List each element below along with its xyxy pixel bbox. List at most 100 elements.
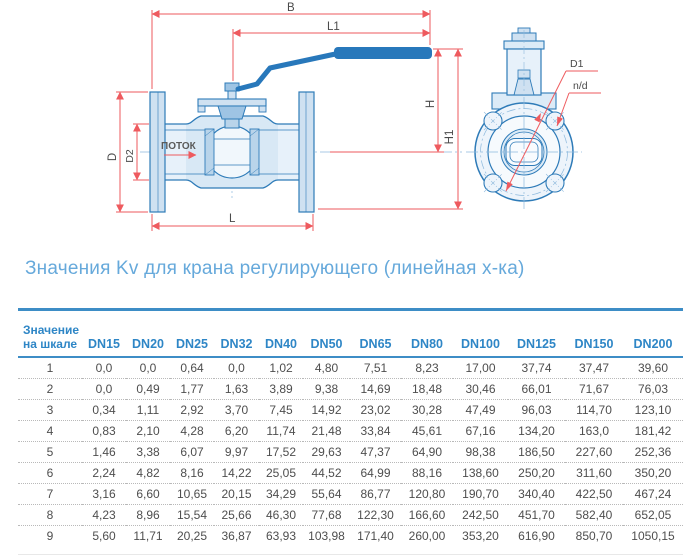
kv-value: 2,92 — [170, 399, 214, 421]
kv-table: Значение на шкале DN15 DN20 DN25 DN32 DN40 DN… — [18, 308, 684, 546]
dim-label-d1: D1 — [570, 58, 584, 70]
flange-annotations: D1 n/d — [505, 58, 601, 192]
kv-value: 20,15 — [214, 483, 259, 505]
kv-value: 1,02 — [259, 357, 303, 379]
kv-value: 55,64 — [303, 483, 350, 505]
scale-header-line1: Значение — [23, 323, 80, 337]
kv-value: 11,74 — [259, 420, 303, 442]
kv-value: 422,50 — [565, 483, 623, 505]
dim-label-d2: D2 — [124, 149, 136, 163]
dim-label-b: B — [287, 2, 295, 14]
kv-value: 250,20 — [508, 462, 565, 484]
kv-value: 122,30 — [350, 504, 401, 526]
kv-value: 76,03 — [623, 378, 683, 400]
scale-value: 2 — [18, 378, 82, 400]
kv-value: 311,60 — [565, 462, 623, 484]
scale-value: 3 — [18, 399, 82, 421]
kv-value: 4,28 — [170, 420, 214, 442]
kv-value: 114,70 — [565, 399, 623, 421]
dn-column-header: DN100 — [453, 309, 508, 358]
scale-column-header: Значение на шкале — [18, 309, 82, 358]
kv-value: 25,66 — [214, 504, 259, 526]
kv-value: 63,93 — [265, 529, 297, 543]
kv-value: 850,70 — [575, 529, 613, 543]
table-row: 8 4,23 8,96 15,54 25,66 46,30 77,68 122,30 166,6… — [18, 504, 683, 526]
dim-label-nd: n/d — [573, 80, 588, 92]
kv-value: 4,23 — [82, 504, 126, 526]
kv-value: 34,29 — [259, 483, 303, 505]
kv-value: 4,82 — [126, 462, 170, 484]
kv-value: 14,92 — [303, 399, 350, 421]
kv-value: 123,10 — [623, 399, 683, 421]
kv-value: 582,40 — [565, 504, 623, 526]
kv-value: 0,0 — [126, 357, 170, 379]
kv-value: 64,90 — [401, 441, 453, 463]
kv-value: 3,16 — [82, 483, 126, 505]
table-row: 1 0,0 0,0 0,64 0,0 1,02 4,80 7,51 8,23 17,00 37,74… — [18, 357, 683, 379]
kv-value: 181,42 — [623, 420, 683, 442]
kv-value: 46,30 — [259, 504, 303, 526]
kv-value: 17,52 — [259, 441, 303, 463]
dimension-lines — [116, 10, 463, 231]
kv-value: 2,24 — [82, 462, 126, 484]
kv-value: 30,28 — [401, 399, 453, 421]
kv-value: 71,67 — [565, 378, 623, 400]
kv-value: 616,90 — [518, 529, 555, 543]
kv-value: 9,97 — [214, 441, 259, 463]
table-row: 2 0,0 0,49 1,77 1,63 3,89 9,38 14,69 18,48 30,46 6… — [18, 378, 683, 400]
flow-label: ПОТОК — [161, 141, 197, 152]
kv-value: 163,0 — [565, 420, 623, 442]
kv-value: 242,50 — [453, 504, 508, 526]
kv-value: 47,37 — [350, 441, 401, 463]
table-row: 9 5,60 11,71 20,25 36,87 63,93 103,98 171,40 260… — [18, 526, 683, 547]
kv-value: 66,01 — [508, 378, 565, 400]
kv-value: 0,34 — [82, 399, 126, 421]
dn-column-header: DN200 — [623, 309, 683, 358]
kv-value: 67,16 — [453, 420, 508, 442]
kv-value: 186,50 — [508, 441, 565, 463]
table-row: 6 2,24 4,82 8,16 14,22 25,05 44,52 64,99 88,16 13… — [18, 462, 683, 484]
kv-value: 120,80 — [401, 483, 453, 505]
kv-value: 8,16 — [170, 462, 214, 484]
kv-value: 14,69 — [350, 378, 401, 400]
kv-value: 6,20 — [214, 420, 259, 442]
kv-value: 86,77 — [350, 483, 401, 505]
kv-value: 134,20 — [508, 420, 565, 442]
kv-value: 29,63 — [303, 441, 350, 463]
scale-value: 9 — [46, 529, 54, 543]
scale-value: 1 — [18, 357, 82, 379]
dim-label-h: H — [425, 100, 437, 108]
kv-value: 64,99 — [350, 462, 401, 484]
kv-value: 451,70 — [508, 504, 565, 526]
kv-value: 25,05 — [259, 462, 303, 484]
kv-value: 1,63 — [214, 378, 259, 400]
kv-value: 30,46 — [453, 378, 508, 400]
kv-value: 44,52 — [303, 462, 350, 484]
kv-value: 166,60 — [401, 504, 453, 526]
scale-value: 7 — [18, 483, 82, 505]
kv-value: 17,00 — [453, 357, 508, 379]
kv-value: 103,98 — [308, 529, 345, 543]
flange-right — [298, 91, 315, 213]
kv-value: 1,46 — [82, 441, 126, 463]
dim-label-l1: L1 — [327, 21, 340, 33]
kv-value: 1050,15 — [631, 529, 675, 543]
kv-value: 14,22 — [214, 462, 259, 484]
kv-value: 45,61 — [401, 420, 453, 442]
kv-value: 3,70 — [214, 399, 259, 421]
kv-value: 3,89 — [259, 378, 303, 400]
table-row: 7 3,16 6,60 10,65 20,15 34,29 55,64 86,77 120,80… — [18, 483, 683, 505]
valve-handle — [235, 47, 432, 92]
dn-column-header: DN125 — [508, 309, 565, 358]
kv-value: 39,60 — [623, 357, 683, 379]
kv-value: 7,45 — [259, 399, 303, 421]
kv-value: 15,54 — [170, 504, 214, 526]
flange-front-view: D1 n/d — [466, 27, 601, 212]
stem-assembly — [197, 82, 267, 129]
kv-value: 0,64 — [170, 357, 214, 379]
kv-value: 8,96 — [126, 504, 170, 526]
kv-table-head-row: Значение на шкале DN15 DN20 DN25 DN32 DN40 DN… — [18, 309, 683, 358]
kv-value: 10,65 — [170, 483, 214, 505]
kv-value: 88,16 — [401, 462, 453, 484]
kv-value: 252,36 — [623, 441, 683, 463]
